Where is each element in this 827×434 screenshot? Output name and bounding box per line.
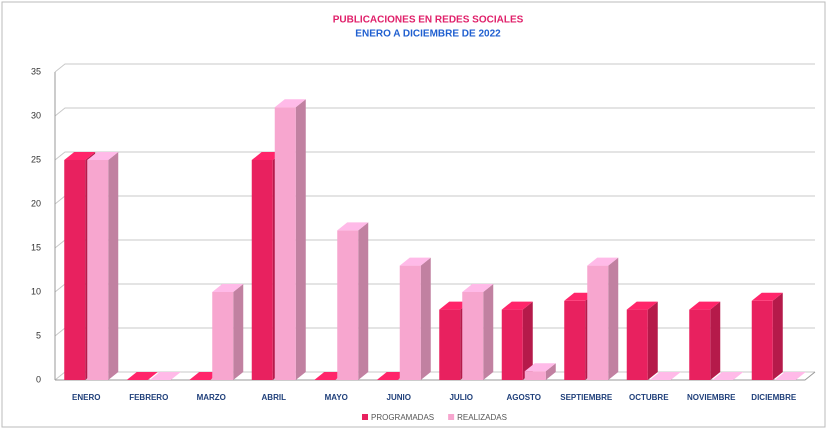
- bar-side: [233, 284, 244, 380]
- bar-top: [689, 301, 721, 310]
- bar-top: [626, 301, 658, 310]
- bar: [626, 309, 648, 380]
- legend-swatch: [448, 414, 455, 420]
- bar: [564, 300, 586, 380]
- x-tick-label: JUNIO: [387, 393, 411, 402]
- y-tick-label: 0: [36, 374, 41, 384]
- bar: [689, 309, 711, 380]
- x-tick-label: DICIEMBRE: [751, 393, 797, 402]
- bar-side: [608, 257, 619, 380]
- bar-side: [108, 152, 119, 380]
- legend-swatch: [362, 414, 368, 420]
- grid-line: [54, 151, 815, 161]
- bar-side: [522, 301, 533, 380]
- legend-label: PROGRAMADAS: [371, 413, 434, 422]
- bar-side: [420, 257, 431, 380]
- bar-side: [483, 284, 494, 380]
- bar-side: [647, 301, 658, 380]
- bar: [212, 292, 234, 380]
- bar-top: [399, 257, 431, 266]
- bar: [751, 300, 773, 380]
- y-tick-label: 20: [31, 198, 41, 208]
- bar-top: [751, 292, 783, 301]
- bar: [87, 160, 109, 380]
- bar: [337, 230, 359, 380]
- x-tick-label: OCTUBRE: [629, 393, 669, 402]
- bar-top: [587, 257, 619, 266]
- bar-top: [462, 284, 494, 292]
- bar-side: [358, 222, 369, 380]
- y-tick-label: 5: [36, 330, 41, 340]
- floor: [55, 371, 816, 381]
- x-tick-label: JULIO: [449, 393, 473, 402]
- bar-top: [212, 284, 244, 292]
- bar: [587, 265, 609, 380]
- y-tick-label: 15: [31, 242, 41, 252]
- x-tick-label: MARZO: [197, 393, 226, 402]
- bar: [524, 371, 546, 380]
- legend-label: REALIZADAS: [457, 413, 507, 422]
- y-tick-label: 30: [31, 110, 41, 120]
- bar-top: [149, 372, 181, 380]
- y-tick-label: 10: [31, 286, 41, 296]
- bar-top: [524, 363, 556, 372]
- bar-top: [501, 301, 533, 310]
- bar: [274, 107, 296, 380]
- x-tick-label: ENERO: [72, 393, 100, 402]
- y-tick-label: 25: [31, 154, 41, 164]
- x-tick-label: NOVIEMBRE: [687, 393, 736, 402]
- grid-line: [54, 107, 815, 117]
- bar: [439, 309, 461, 380]
- bar-top: [87, 152, 119, 160]
- x-tick-label: AGOSTO: [506, 393, 541, 402]
- chart-subtitle: ENERO A DICIEMBRE DE 2022: [355, 29, 501, 40]
- bar-top: [64, 152, 96, 160]
- chart-title: PUBLICACIONES EN REDES SOCIALES: [333, 15, 524, 26]
- bar-top: [274, 99, 306, 108]
- bar: [501, 309, 523, 380]
- bar-side: [772, 292, 783, 380]
- bar-side: [710, 301, 721, 380]
- x-tick-label: SEPTIEMBRE: [560, 393, 613, 402]
- bar-top: [337, 222, 369, 231]
- bar: [64, 160, 86, 380]
- x-tick-label: FEBRERO: [129, 393, 168, 402]
- bar-side: [545, 363, 556, 380]
- bar: [399, 265, 421, 380]
- x-tick-label: MAYO: [325, 393, 348, 402]
- grid-line: [54, 63, 815, 73]
- bar-top: [649, 372, 681, 380]
- x-tick-label: ABRIL: [262, 393, 287, 402]
- bar-side: [295, 99, 306, 380]
- y-tick-label: 35: [31, 66, 41, 76]
- bar: [251, 160, 273, 380]
- bar-top: [774, 372, 806, 380]
- bar-top: [126, 372, 158, 380]
- bar-top: [712, 372, 744, 380]
- bar: [462, 292, 484, 380]
